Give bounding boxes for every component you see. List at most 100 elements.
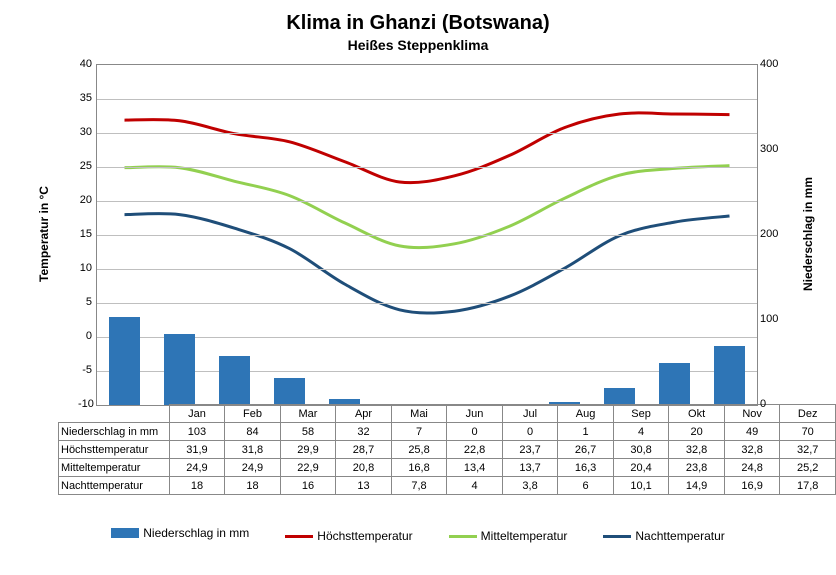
precip-bar	[109, 317, 139, 405]
table-cell: 23,8	[669, 459, 725, 477]
month-header: Jul	[502, 405, 558, 423]
legend-item: Niederschlag in mm	[111, 526, 249, 540]
table-cell: 84	[225, 423, 281, 441]
data-table: JanFebMarAprMaiJunJulAugSepOktNovDez Nied…	[58, 404, 836, 495]
table-cell: 18	[169, 477, 225, 495]
table-cell: 30,8	[613, 441, 669, 459]
y-axis-label-right: Niederschlag in mm	[801, 177, 815, 291]
table-cell: 10,1	[613, 477, 669, 495]
legend-swatch	[111, 528, 139, 538]
ytick-left: -10	[78, 398, 92, 410]
table-cell: 20,8	[336, 459, 392, 477]
table-cell: 32,8	[669, 441, 725, 459]
table-cell: 17,8	[780, 477, 836, 495]
table-cell: 24,8	[724, 459, 780, 477]
legend-item: Höchsttemperatur	[285, 529, 412, 543]
night-line	[125, 214, 730, 313]
table-cell: 31,8	[225, 441, 281, 459]
chart-subtitle: Heißes Steppenklima	[0, 37, 836, 53]
table-cell: 22,8	[447, 441, 503, 459]
table-cell: 23,7	[502, 441, 558, 459]
legend: Niederschlag in mm Höchsttemperatur Mittel…	[0, 526, 836, 544]
ytick-right: 200	[760, 228, 778, 240]
table-cell: 29,9	[280, 441, 336, 459]
table-cell: 16,9	[724, 477, 780, 495]
table-cell: 20,4	[613, 459, 669, 477]
table-cell: 13,7	[502, 459, 558, 477]
table-cell: 4	[447, 477, 503, 495]
legend-label: Niederschlag in mm	[143, 526, 249, 540]
month-header: Mai	[391, 405, 447, 423]
ytick-left: 40	[78, 58, 92, 70]
table-cell: 7,8	[391, 477, 447, 495]
table-cell: 0	[502, 423, 558, 441]
ytick-left: 35	[78, 92, 92, 104]
table-cell: 14,9	[669, 477, 725, 495]
legend-label: Mitteltemperatur	[481, 529, 568, 543]
legend-swatch	[449, 535, 477, 538]
month-header: Sep	[613, 405, 669, 423]
table-cell: 24,9	[225, 459, 281, 477]
legend-item: Nachttemperatur	[603, 529, 724, 543]
table-cell: 31,9	[169, 441, 225, 459]
table-cell: 13,4	[447, 459, 503, 477]
month-header: Feb	[225, 405, 281, 423]
month-header: Okt	[669, 405, 725, 423]
table-cell: 18	[225, 477, 281, 495]
plot-area	[96, 64, 758, 406]
table-cell: 25,8	[391, 441, 447, 459]
ytick-left: 20	[78, 194, 92, 206]
table-cell: 6	[558, 477, 614, 495]
table-cell: 58	[280, 423, 336, 441]
table-cell: 20	[669, 423, 725, 441]
ytick-right: 300	[760, 143, 778, 155]
month-header: Mar	[280, 405, 336, 423]
table-cell: 26,7	[558, 441, 614, 459]
ytick-left: -5	[78, 364, 92, 376]
ytick-left: 0	[78, 330, 92, 342]
table-cell: 25,2	[780, 459, 836, 477]
table-cell: 24,9	[169, 459, 225, 477]
month-header: Aug	[558, 405, 614, 423]
table-cell: 1	[558, 423, 614, 441]
table-cell: 32	[336, 423, 392, 441]
table-cell: 0	[447, 423, 503, 441]
table-cell: 28,7	[336, 441, 392, 459]
table-cell: 4	[613, 423, 669, 441]
precip-bar	[659, 363, 689, 405]
ytick-right: 400	[760, 58, 778, 70]
month-header: Nov	[724, 405, 780, 423]
table-cell: 22,9	[280, 459, 336, 477]
table-cell: 49	[724, 423, 780, 441]
month-header: Jun	[447, 405, 503, 423]
ytick-left: 25	[78, 160, 92, 172]
legend-swatch	[285, 535, 313, 538]
table-cell: 3,8	[502, 477, 558, 495]
ytick-left: 15	[78, 228, 92, 240]
precip-bar	[274, 378, 304, 405]
precip-bar	[219, 356, 249, 405]
legend-swatch	[603, 535, 631, 538]
table-cell: 16,3	[558, 459, 614, 477]
y-axis-label-left: Temperatur in °C	[37, 186, 51, 282]
month-header: Dez	[780, 405, 836, 423]
chart-title: Klima in Ghanzi (Botswana)	[0, 0, 836, 35]
ytick-right: 100	[760, 313, 778, 325]
ytick-left: 10	[78, 262, 92, 274]
table-cell: 7	[391, 423, 447, 441]
legend-item: Mitteltemperatur	[449, 529, 568, 543]
legend-label: Nachttemperatur	[635, 529, 724, 543]
row-label: Mitteltemperatur	[59, 459, 170, 477]
precip-bar	[604, 388, 634, 405]
month-header: Apr	[336, 405, 392, 423]
legend-label: Höchsttemperatur	[317, 529, 412, 543]
ytick-left: 30	[78, 126, 92, 138]
month-header: Jan	[169, 405, 225, 423]
row-label: Nachttemperatur	[59, 477, 170, 495]
table-cell: 16,8	[391, 459, 447, 477]
row-label: Niederschlag in mm	[59, 423, 170, 441]
table-cell: 70	[780, 423, 836, 441]
table-cell: 16	[280, 477, 336, 495]
table-cell: 32,7	[780, 441, 836, 459]
table-cell: 103	[169, 423, 225, 441]
